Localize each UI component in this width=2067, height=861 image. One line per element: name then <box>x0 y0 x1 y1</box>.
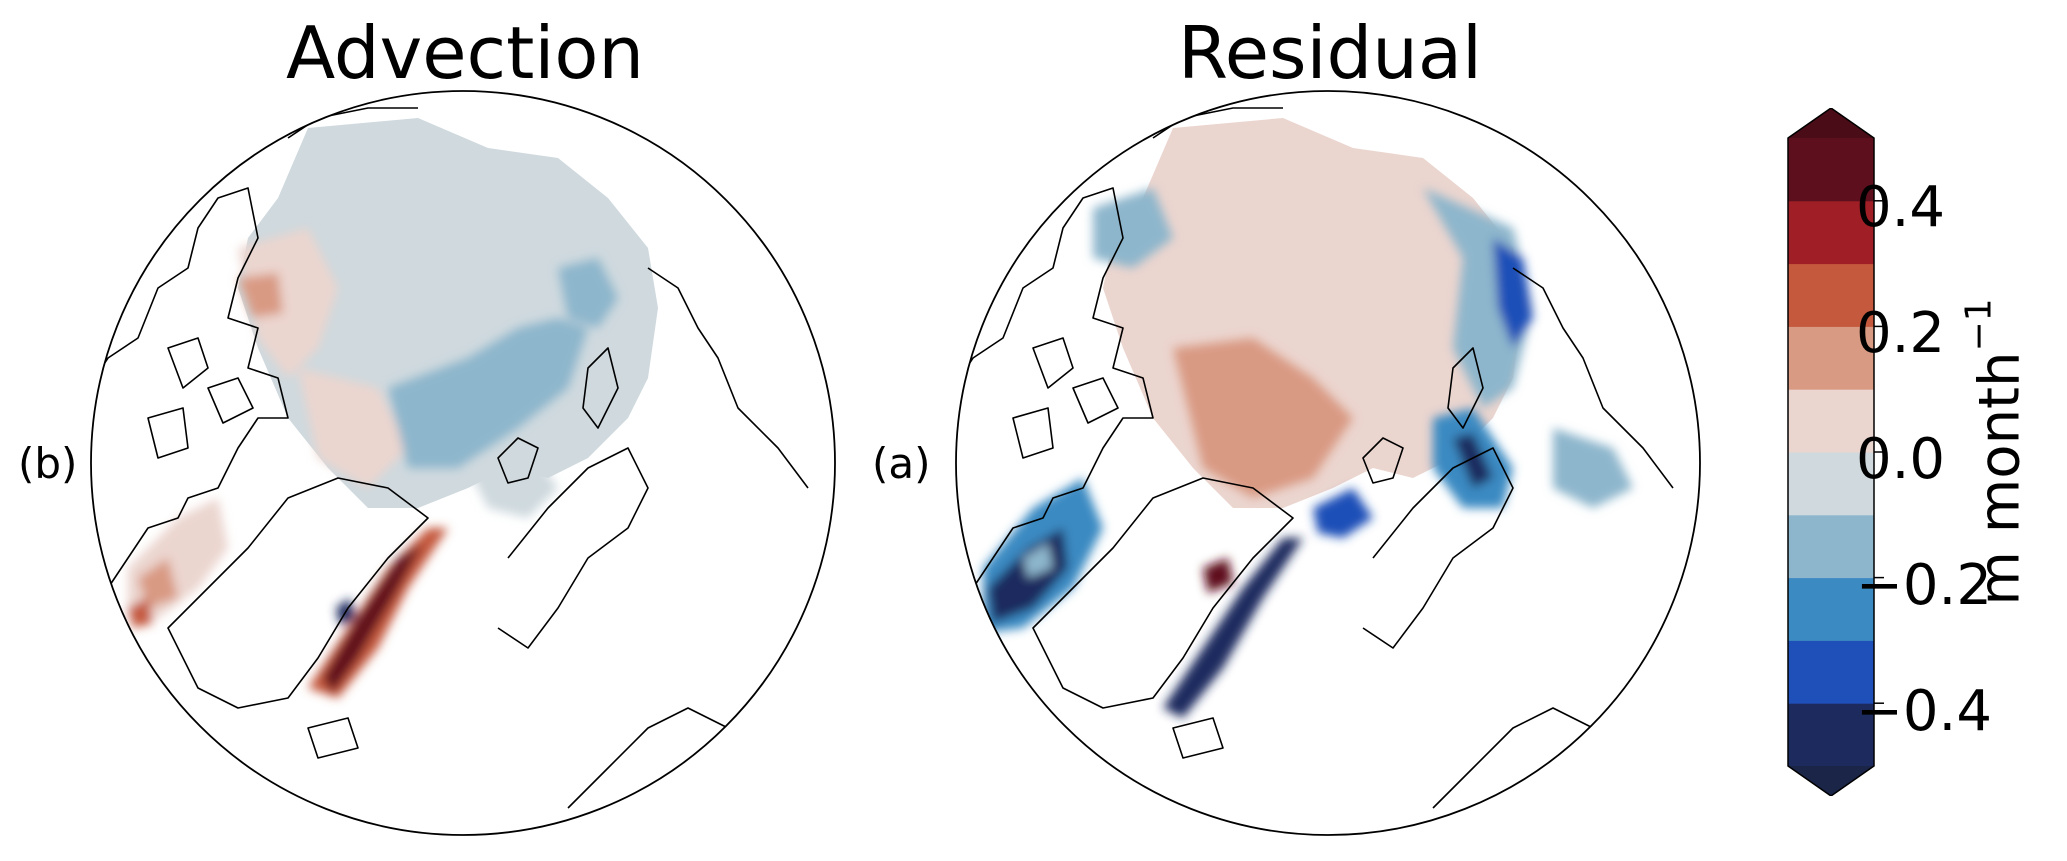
east-greenland-negative <box>1163 538 1303 718</box>
positive-anomaly-central <box>298 368 408 488</box>
negative-anomaly-transpolar <box>388 318 588 468</box>
panel-title-advection: Advection <box>285 11 645 95</box>
panel-label-a: (a) <box>872 439 931 488</box>
baffin-center <box>1023 543 1053 578</box>
colorbar-segment <box>1788 514 1874 579</box>
colorbar-tick-label: −0.2 <box>1856 553 1992 618</box>
barents-field <box>468 448 558 518</box>
coast-archipelago-1 <box>1032 337 1074 389</box>
east-greenland-positive <box>1203 558 1233 593</box>
coast-archipelago-3 <box>147 407 189 459</box>
svalbard-negative <box>1313 488 1373 538</box>
coast-canada <box>956 187 1154 589</box>
negative-anomaly-kara <box>1553 428 1633 508</box>
coast-archipelago-2 <box>207 377 254 424</box>
colorbar <box>1787 108 1884 796</box>
coast-scandinavia <box>497 447 649 649</box>
colorbar-segment <box>1788 640 1874 704</box>
coast-novaya-zemlya <box>1447 347 1484 429</box>
colorbar-segment <box>1788 389 1874 453</box>
positive-anomaly-chukchi <box>238 273 283 318</box>
panel-label-b: (b) <box>18 439 78 488</box>
coast-svalbard <box>497 437 539 484</box>
coast-greenland <box>167 477 429 709</box>
coastlines <box>91 107 809 809</box>
coast-archipelago-1 <box>167 337 209 389</box>
colorbar-segment <box>1788 326 1874 390</box>
east-greenland-strong <box>323 543 423 693</box>
coast-europe <box>567 707 729 809</box>
negative-anomaly-beaufort <box>1093 188 1173 268</box>
coast-europe <box>1432 707 1594 809</box>
panel-title-residual: Residual <box>1177 11 1483 95</box>
baffin-positive <box>138 558 178 608</box>
colorbar-tick-label: −0.4 <box>1856 679 1992 744</box>
strong-negative-barents <box>1453 433 1493 488</box>
colorbar-label-text: m month <box>1967 351 2033 606</box>
negative-anomaly-siberian-shelf <box>1423 188 1533 408</box>
coast-greenland <box>1032 477 1294 709</box>
colorbar-segment <box>1788 703 1874 767</box>
coast-iceland <box>1172 717 1224 759</box>
colorbar-tick-label: 0.0 <box>1856 427 1946 492</box>
colorbar-segment <box>1788 452 1874 516</box>
colorbar-tick-label: 0.2 <box>1856 301 1946 366</box>
positive-anomaly-beaufort <box>238 228 338 378</box>
coast-svalbard <box>1362 437 1404 484</box>
coast-canada <box>91 187 289 589</box>
negative-anomaly-kara <box>558 258 618 328</box>
map-boundary <box>90 90 836 836</box>
coast-archipelago-3 <box>1012 407 1054 459</box>
colorbar-over-extension <box>1788 108 1874 138</box>
colorbar-label: m month−1 <box>1948 298 2033 605</box>
coastlines <box>956 107 1674 809</box>
coast-archipelago-2 <box>1072 377 1119 424</box>
colorbar-outline <box>1787 108 1875 796</box>
map-boundary <box>955 90 1701 836</box>
colorbar-segment <box>1788 200 1874 265</box>
coast-siberia <box>647 267 809 489</box>
colorbar-segment <box>1788 577 1874 641</box>
colorbar-segment <box>1788 263 1874 327</box>
coast-siberia <box>1512 267 1674 489</box>
colorbar-tick-label: 0.4 <box>1856 175 1946 240</box>
coast-novaya-zemlya <box>582 347 619 429</box>
positive-anomaly-central <box>1173 338 1353 498</box>
advection-map <box>90 90 836 836</box>
residual-map <box>955 90 1701 836</box>
colorbar-label-exponent: −1 <box>1958 298 2000 352</box>
coast-scandinavia <box>1362 447 1514 649</box>
baffin-strong <box>128 598 153 628</box>
coast-iceland <box>307 717 359 759</box>
strong-negative-siberian <box>1493 238 1533 348</box>
colorbar-segment <box>1788 138 1874 202</box>
colorbar-under-extension <box>1788 766 1874 796</box>
